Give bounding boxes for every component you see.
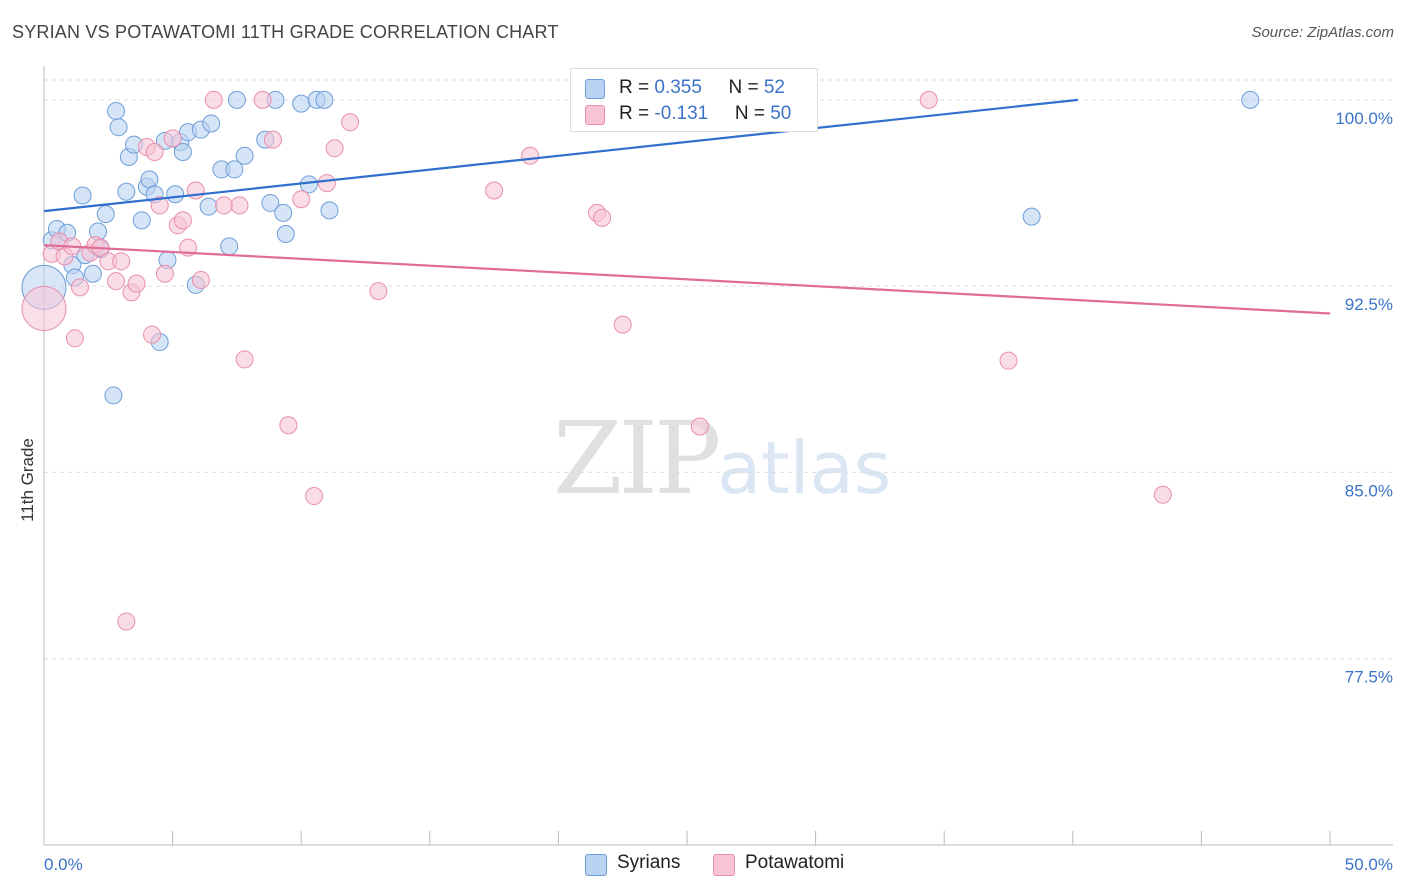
watermark-atlas: atlas (717, 426, 892, 510)
point-syrians (166, 185, 185, 204)
r-value-potawatomi: -0.131 (654, 103, 709, 124)
legend-swatch-syrians (585, 854, 607, 876)
trend-line-potawatomi (43, 244, 1331, 315)
point-syrians (107, 102, 126, 121)
point-syrians (73, 186, 92, 205)
point-potawatomi (71, 278, 90, 297)
point-potawatomi (191, 270, 210, 289)
point-syrians (173, 143, 192, 162)
n-value-potawatomi: 50 (770, 103, 792, 124)
point-potawatomi (173, 211, 192, 230)
point-syrians (132, 211, 151, 230)
point-potawatomi (107, 272, 126, 291)
legend-text-syrians: R = 0.355 N = 52 (619, 77, 785, 99)
legend-swatch-syrians (585, 79, 605, 99)
point-potawatomi (593, 208, 612, 227)
r-value-syrians: 0.355 (654, 77, 702, 98)
point-potawatomi (341, 113, 360, 132)
x-tick-label: 50.0% (1345, 855, 1393, 874)
y-tick-label: 77.5% (1345, 668, 1393, 687)
watermark-zip: ZIP (553, 400, 721, 517)
point-potawatomi (204, 90, 223, 109)
point-potawatomi (999, 351, 1018, 370)
point-potawatomi (613, 315, 632, 334)
r-label: R = (619, 77, 655, 98)
point-potawatomi (143, 325, 162, 344)
point-syrians (274, 203, 293, 222)
point-potawatomi (1153, 485, 1172, 504)
point-syrians (1022, 207, 1041, 226)
point-potawatomi (65, 329, 84, 348)
legend-label-potawatomi: Potawatomi (745, 852, 845, 873)
point-potawatomi (127, 274, 146, 293)
point-potawatomi (215, 196, 234, 215)
point-syrians (227, 90, 246, 109)
n-label: N = (734, 103, 771, 124)
point-potawatomi (919, 90, 938, 109)
point-potawatomi (690, 417, 709, 436)
point-potawatomi (305, 487, 324, 506)
point-potawatomi (235, 350, 254, 369)
point-syrians (202, 114, 221, 133)
correlation-legend: R = 0.355 N = 52 R = -0.131 N = 50 (570, 68, 818, 132)
x-tick-label: 0.0% (44, 855, 83, 874)
y-tick-label: 100.0% (1335, 109, 1393, 128)
point-potawatomi (230, 196, 249, 215)
point-potawatomi (253, 90, 272, 109)
point-potawatomi (279, 416, 298, 435)
point-potawatomi (112, 252, 131, 271)
y-tick-label: 85.0% (1345, 481, 1393, 500)
point-potawatomi (145, 143, 164, 162)
point-syrians (104, 386, 123, 405)
point-syrians (261, 193, 280, 212)
point-syrians (235, 146, 254, 165)
point-potawatomi (521, 146, 540, 165)
point-potawatomi (369, 282, 388, 301)
point-potawatomi (292, 190, 311, 209)
point-potawatomi (263, 130, 282, 149)
point-syrians (292, 94, 311, 113)
point-syrians (83, 264, 102, 283)
point-potawatomi (21, 286, 67, 332)
point-potawatomi (117, 612, 136, 631)
r-label: R = (619, 103, 655, 124)
point-syrians (1241, 90, 1260, 109)
trend-line-syrians (43, 98, 1079, 213)
n-label: N = (728, 77, 764, 98)
legend-text-potawatomi: R = -0.131 N = 50 (619, 103, 791, 125)
legend-swatch-potawatomi (585, 105, 605, 125)
point-potawatomi (325, 139, 344, 158)
legend-label-syrians: Syrians (617, 852, 681, 873)
point-potawatomi (150, 196, 169, 215)
y-tick-label: 92.5% (1345, 295, 1393, 314)
point-syrians (199, 197, 218, 216)
point-potawatomi (485, 181, 504, 200)
n-value-syrians: 52 (763, 77, 785, 98)
point-syrians (117, 182, 136, 201)
chart-title: SYRIAN VS POTAWATOMI 11TH GRADE CORRELAT… (12, 22, 559, 42)
point-syrians (96, 205, 115, 224)
source-credit: Source: ZipAtlas.com (1251, 24, 1394, 41)
point-syrians (315, 90, 334, 109)
point-syrians (320, 201, 339, 220)
watermark: ZIPatlas (553, 400, 891, 517)
point-potawatomi (317, 174, 336, 193)
point-potawatomi (155, 264, 174, 283)
legend-swatch-potawatomi (713, 854, 735, 876)
point-syrians (109, 118, 128, 137)
point-syrians (220, 237, 239, 256)
point-syrians (276, 224, 295, 243)
point-potawatomi (163, 129, 182, 148)
point-syrians (225, 160, 244, 179)
